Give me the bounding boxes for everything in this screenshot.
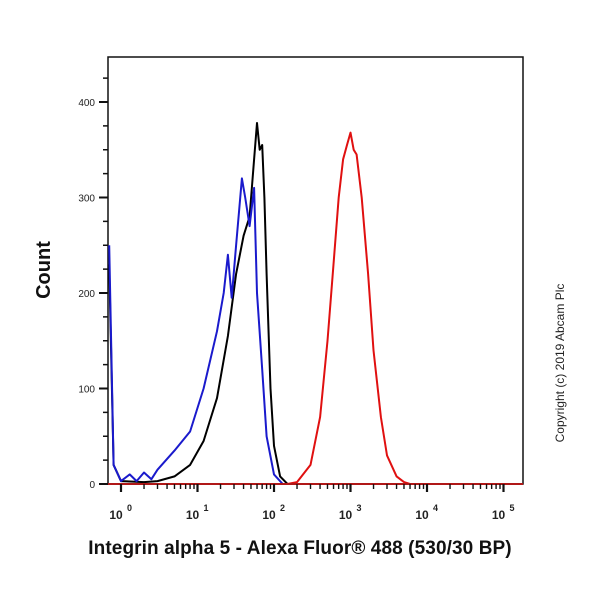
- y-axis: 0 100 200 300 400: [78, 77, 108, 491]
- y-tick-label: 400: [78, 98, 95, 109]
- plot-border: [107, 56, 524, 485]
- y-tick-label: 100: [78, 385, 95, 396]
- copyright-notice: Copyright (c) 2019 Abcam Plc: [553, 283, 567, 443]
- x-tick-label: 10: [262, 508, 276, 522]
- x-tick-exponent: 1: [204, 503, 209, 513]
- x-tick-exponent: 2: [280, 503, 285, 513]
- series-red-line: [287, 131, 411, 485]
- x-tick-label: 10: [339, 508, 353, 522]
- y-tick-label: 300: [78, 194, 95, 205]
- y-tick-label: 0: [89, 480, 95, 491]
- plot-frame: [107, 56, 524, 485]
- x-tick-exponent: 4: [433, 503, 438, 513]
- series-layer: [108, 122, 523, 485]
- x-tick-label: 10: [492, 508, 506, 522]
- x-tick-exponent: 5: [510, 503, 515, 513]
- x-tick-exponent: 3: [357, 503, 362, 513]
- series-blue-line: [108, 177, 284, 485]
- x-tick-label: 10: [186, 508, 200, 522]
- x-tick-exponent: 0: [127, 503, 132, 513]
- x-tick-label: 10: [415, 508, 429, 522]
- x-axis-label: Integrin alpha 5 - Alexa Fluor® 488 (530…: [88, 538, 512, 559]
- series-black-line: [108, 122, 289, 485]
- x-axis: 10 0 10 1 10 2 10 3 10 4 10 5: [109, 484, 515, 522]
- y-axis-label: Count: [33, 241, 55, 299]
- x-tick-label: 10: [109, 508, 123, 522]
- y-tick-label: 200: [78, 289, 95, 300]
